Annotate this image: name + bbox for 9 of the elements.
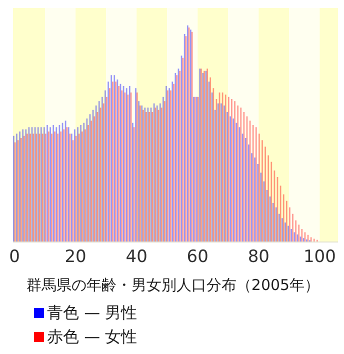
x-tick-label: 0 [9, 247, 20, 268]
legend-label: 赤色 — 女性 [47, 326, 138, 348]
x-tick-label: 40 [126, 247, 148, 268]
legend-label: 青色 — 男性 [47, 302, 138, 324]
text: 群馬県の年齢・男女別人口分布（2005年） [25, 276, 321, 295]
x-tick-label: 60 [186, 247, 208, 268]
x-tick-label: 20 [64, 247, 86, 268]
x-tick-label: 80 [248, 247, 270, 268]
x-tick-label: 100 [303, 247, 336, 268]
